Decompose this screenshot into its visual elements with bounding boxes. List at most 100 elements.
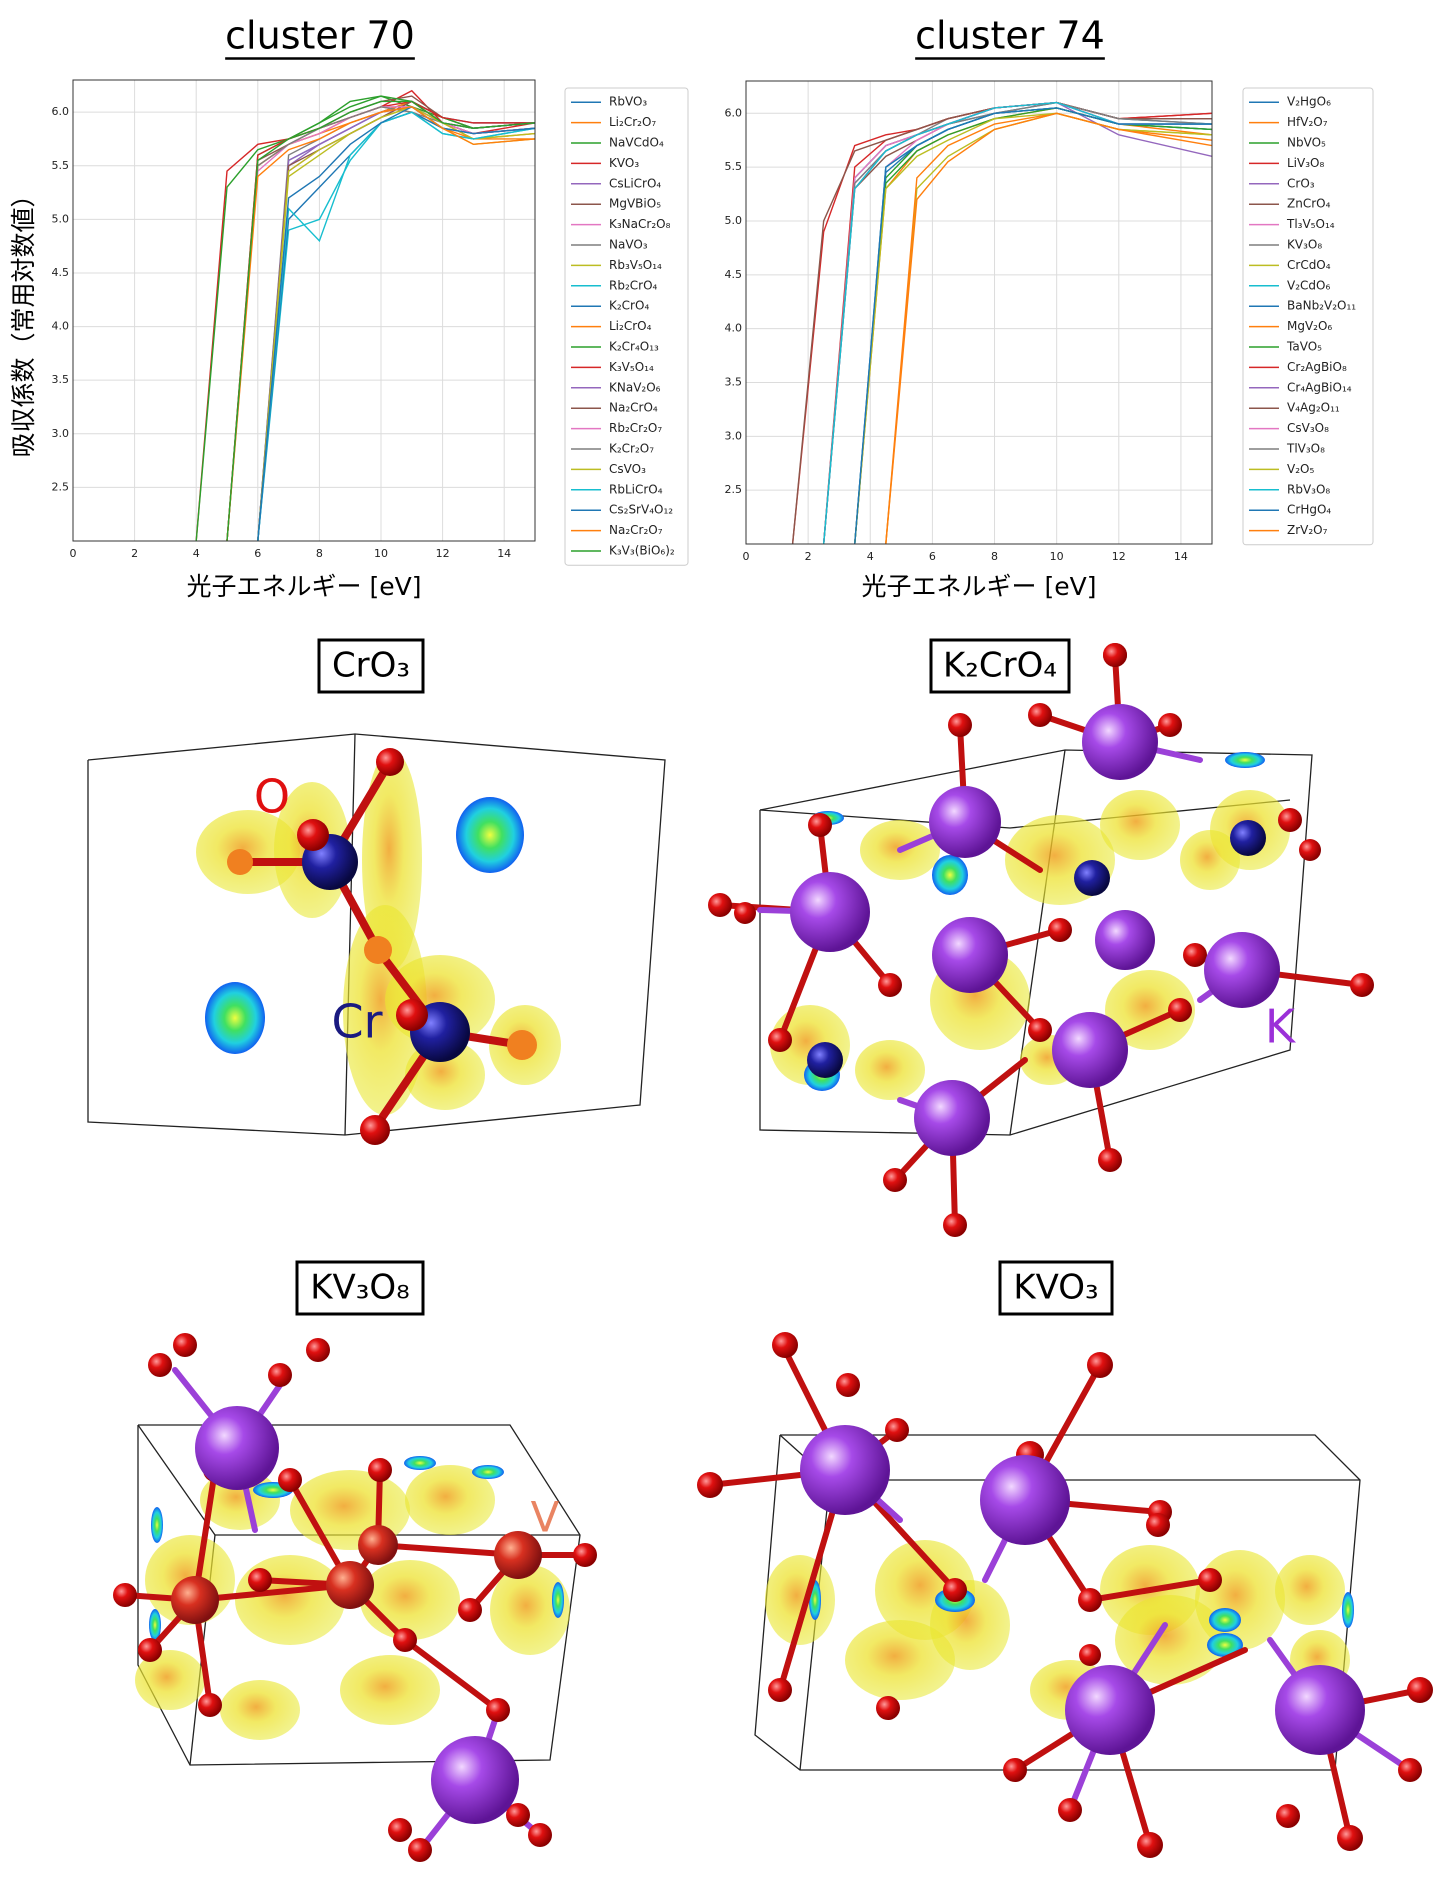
legend-label: V₂CdO₆ (1287, 278, 1330, 292)
series-line (257, 106, 535, 541)
x-tick-label: 10 (1050, 550, 1064, 563)
structure-label: KVO₃ (998, 1260, 1114, 1316)
legend-label: ZrV₂O₇ (1287, 523, 1328, 537)
y-tick-label: 3.5 (52, 373, 70, 386)
formula: K₂CrO₄ (943, 646, 1057, 686)
series-line (226, 106, 535, 541)
series-line (257, 106, 535, 541)
series-line (854, 107, 1212, 544)
cro3-structure: O Cr (87, 733, 666, 1145)
series-line (854, 107, 1212, 544)
series-line (854, 107, 1212, 544)
legend-label: V₄Ag₂O₁₁ (1287, 401, 1340, 415)
formula: KV₃O₈ (310, 1268, 410, 1308)
x-axis-label: 光子エネルギー [eV] (187, 572, 422, 601)
legend-label: Li₂CrO₄ (609, 319, 652, 333)
series-line (822, 101, 1212, 544)
y-tick-label: 5.0 (725, 214, 743, 227)
series-line (822, 101, 1212, 544)
legend-label: K₃NaCr₂O₈ (609, 217, 671, 231)
legend-label: TaVO₅ (1286, 340, 1322, 354)
series-line (257, 100, 535, 541)
y-tick-label: 2.5 (52, 480, 70, 493)
legend-label: MgVBiO₅ (609, 197, 661, 211)
legend-label: RbV₃O₈ (1287, 482, 1330, 496)
y-tick-label: 6.0 (52, 105, 70, 118)
x-tick-label: 8 (316, 547, 323, 560)
series-line (257, 100, 535, 541)
legend-label: NaVCdO₄ (609, 136, 664, 150)
atom-label: Cr (331, 995, 382, 1049)
legend-label: CrO₃ (1287, 176, 1315, 190)
x-tick-label: 10 (374, 547, 388, 560)
legend-label: Na₂CrO₄ (609, 401, 658, 415)
series-line (257, 106, 535, 541)
chart-title: cluster 70 (225, 14, 415, 58)
legend-label: Li₂Cr₂O₇ (609, 115, 656, 129)
legend-label: Rb₂Cr₂O₇ (609, 421, 662, 435)
legend-label: Na₂Cr₂O₇ (609, 523, 663, 537)
series-line (791, 101, 1212, 544)
y-tick-label: 6.0 (725, 106, 743, 119)
legend-label: LiV₃O₈ (1287, 156, 1324, 170)
kvo3-structure (697, 1332, 1433, 1858)
legend-box (564, 87, 689, 566)
y-tick-label: 3.0 (52, 427, 70, 440)
legend-label: CrCdO₄ (1287, 258, 1331, 272)
series-line (854, 107, 1212, 544)
legend-label: CrHgO₄ (1287, 503, 1331, 517)
legend-label: TlV₃O₈ (1286, 442, 1325, 456)
legend-label: K₂CrO₄ (609, 299, 649, 313)
legend-label: KV₃O₈ (1287, 238, 1322, 252)
formula: CrO₃ (332, 646, 410, 686)
kv3o8-structure: V (113, 1333, 597, 1862)
legend-label: MgV₂O₆ (1287, 319, 1332, 333)
legend-label: Rb₃V₅O₁₄ (609, 258, 662, 272)
legend-label: Rb₂CrO₄ (609, 278, 658, 292)
y-tick-label: 5.0 (52, 212, 70, 225)
x-tick-label: 12 (436, 547, 450, 560)
x-tick-label: 0 (70, 547, 77, 560)
series-line (822, 101, 1212, 544)
x-tick-label: 12 (1112, 550, 1126, 563)
legend-label: ZnCrO₄ (1287, 197, 1331, 211)
x-tick-label: 6 (929, 550, 936, 563)
y-tick-label: 4.0 (52, 320, 70, 333)
y-tick-label: 4.5 (52, 266, 70, 279)
x-tick-label: 2 (805, 550, 812, 563)
y-tick-label: 5.5 (52, 159, 70, 172)
series-lines (195, 89, 535, 541)
x-tick-label: 8 (991, 550, 998, 563)
y-tick-label: 2.5 (725, 483, 743, 496)
x-tick-label: 14 (497, 547, 511, 560)
plot-frame (745, 80, 1213, 545)
legend-label: BaNb₂V₂O₁₁ (1287, 299, 1356, 313)
series-line (822, 101, 1212, 544)
series-line (822, 101, 1212, 544)
legend-label: K₂Cr₄O₁₃ (609, 340, 659, 354)
legend-label: Cr₄AgBiO₁₄ (1287, 380, 1352, 394)
series-lines (791, 101, 1212, 544)
legend-label: Tl₃V₅O₁₄ (1286, 217, 1335, 231)
x-tick-label: 6 (254, 547, 261, 560)
legend-label: K₃V₅O₁₄ (609, 360, 654, 374)
chart: 0 2 4 6 8 10 12 14 2.5 3.0 3.5 4.0 4.5 5.0 5.5 6.0 RbVO₃… (52, 14, 689, 601)
legend-label: CsV₃O₈ (1287, 421, 1329, 435)
chart-title: cluster 74 (915, 14, 1105, 58)
legend-label: RbVO₃ (609, 95, 647, 109)
x-tick-label: 14 (1174, 550, 1188, 563)
legend-label: NaVO₃ (609, 238, 648, 252)
legend-label: Cs₂SrV₄O₁₂ (609, 503, 673, 517)
x-tick-label: 4 (867, 550, 874, 563)
atom-label: K (1265, 1000, 1297, 1054)
y-tick-label: 3.5 (725, 375, 743, 388)
series-line (822, 101, 1212, 544)
legend-label: KNaV₂O₆ (609, 380, 661, 394)
legend-label: HfV₂O₇ (1287, 115, 1328, 129)
legend-label: V₂O₅ (1287, 462, 1314, 476)
series-line (885, 112, 1212, 544)
legend-label: KVO₃ (609, 156, 639, 170)
x-tick-label: 2 (131, 547, 138, 560)
series-line (257, 105, 535, 541)
